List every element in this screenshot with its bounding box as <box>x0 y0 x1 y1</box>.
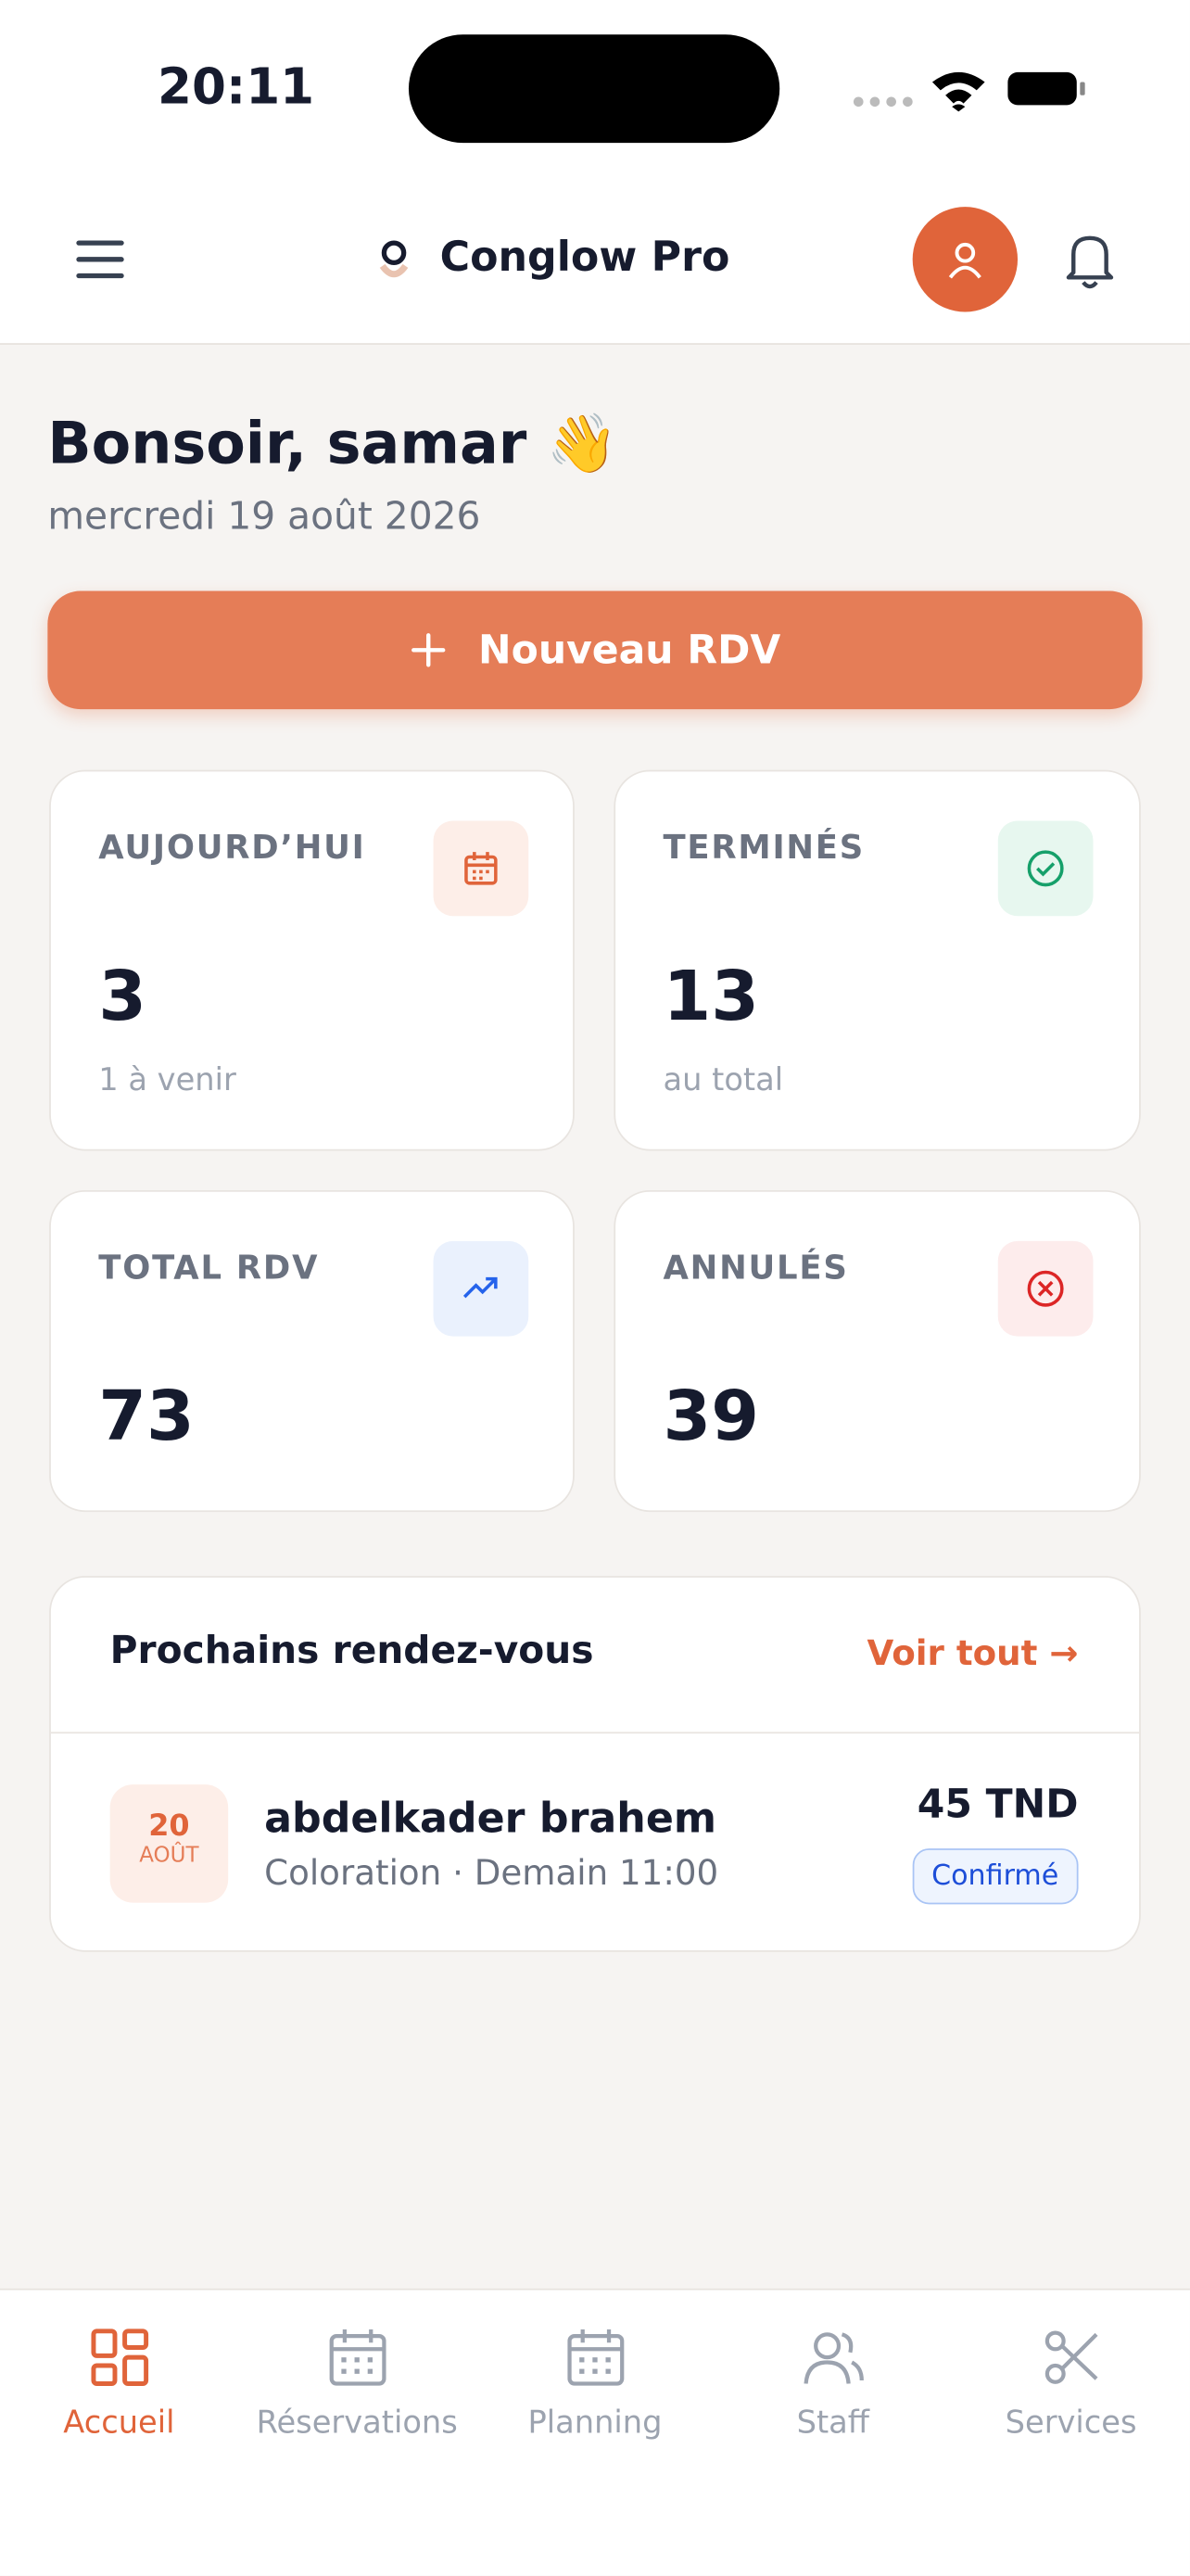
stat-value: 39 <box>663 1376 760 1456</box>
plus-icon <box>411 633 447 667</box>
nav-label: Services <box>1005 2405 1137 2442</box>
date-badge: 20 AOÛT <box>109 1784 229 1903</box>
day: 20 <box>148 1808 190 1844</box>
nav-label: Planning <box>527 2405 663 2442</box>
stat-label: ANNULÉS <box>663 1247 849 1288</box>
time: 20:11 <box>158 58 315 117</box>
nav-item[interactable]: Planning <box>476 2327 715 2442</box>
upcoming-card: Prochains rendez-vous Voir tout → 20 AOÛ… <box>49 1576 1141 1952</box>
stat-card: TOTAL RDV 73 <box>49 1189 575 1513</box>
nav-label: Accueil <box>63 2405 175 2442</box>
stat-label: TERMINÉS <box>663 827 866 868</box>
stat-sub: au total <box>663 1061 784 1098</box>
bottom-nav: Accueil Réservations Planning Staff Serv… <box>0 2288 1190 2576</box>
stat-card: TERMINÉS 13 au total <box>614 769 1141 1151</box>
nav-label: Staff <box>796 2405 869 2442</box>
stat-sub: 1 à venir <box>98 1061 236 1098</box>
dynamic-island <box>408 34 780 144</box>
stat-card: AUJOURD’HUI 3 1 à venir <box>49 769 575 1151</box>
greeting: Bonsoir, samar 👋 <box>47 412 619 478</box>
divider <box>50 1732 1140 1734</box>
bell-button[interactable] <box>1062 230 1118 292</box>
status-badge: Confirmé <box>911 1848 1079 1905</box>
stat-icon <box>433 820 529 917</box>
button-label: Nouveau RDV <box>478 627 781 674</box>
stat-card: ANNULÉS 39 <box>614 1189 1141 1513</box>
brand: Conglow Pro <box>439 233 730 281</box>
section-title: Prochains rendez-vous <box>109 1630 594 1673</box>
nav-item[interactable]: Services <box>952 2327 1190 2442</box>
stat-icon <box>997 820 1094 917</box>
new-appointment-button[interactable]: Nouveau RDV <box>47 590 1143 710</box>
stat-value: 3 <box>98 955 147 1036</box>
stat-value: 73 <box>98 1376 195 1456</box>
appointment-detail: Coloration · Demain 11:00 <box>264 1853 719 1893</box>
stat-icon <box>433 1240 529 1337</box>
nav-item[interactable]: Réservations <box>238 2327 476 2442</box>
nav-item[interactable]: Staff <box>714 2327 952 2442</box>
logo <box>379 240 409 278</box>
stat-icon <box>997 1240 1094 1337</box>
menu-button[interactable] <box>75 236 124 283</box>
price: 45 TND <box>917 1781 1079 1828</box>
stat-label: TOTAL RDV <box>98 1247 320 1288</box>
nav-label: Réservations <box>256 2405 458 2442</box>
nav-item[interactable]: Accueil <box>0 2327 238 2442</box>
avatar-button[interactable] <box>912 207 1019 312</box>
month: AOÛT <box>139 1843 199 1869</box>
stat-value: 13 <box>663 955 760 1036</box>
see-all-link[interactable]: Voir tout → <box>867 1633 1079 1673</box>
status-icons <box>853 71 1085 112</box>
stat-label: AUJOURD’HUI <box>98 827 366 868</box>
user-icon <box>948 242 981 279</box>
client-name: abdelkader brahem <box>264 1794 716 1843</box>
date: mercredi 19 août 2026 <box>47 495 481 539</box>
